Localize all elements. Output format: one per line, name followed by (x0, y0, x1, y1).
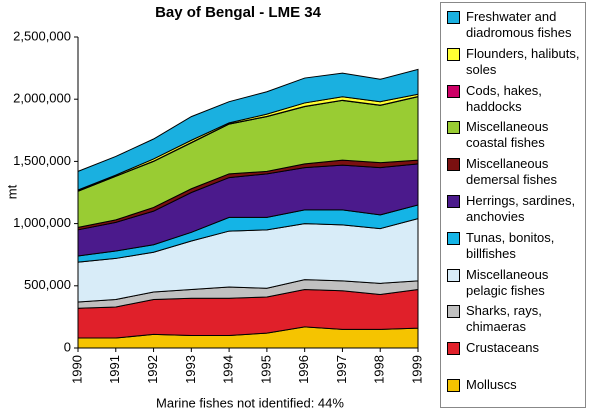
legend-entry: Miscellaneous demersal fishes (447, 156, 583, 188)
legend-label: Herrings, sardines, anchovies (466, 193, 576, 224)
legend-swatch (447, 195, 460, 208)
legend-swatch (447, 342, 460, 356)
legend-label: Sharks, rays, chimaeras (466, 303, 542, 335)
legend-swatch (447, 121, 460, 135)
x-tick-label: 1999 (409, 355, 424, 384)
y-tick-label: 0 (64, 339, 71, 354)
y-tick-label: 2,000,000 (13, 91, 71, 106)
legend-entry: Flounders, halibuts, soles (447, 46, 583, 78)
legend: Freshwater and diadromous fishes Flounder… (440, 2, 586, 408)
legend-entry: Miscellaneous pelagic fishes (447, 267, 583, 299)
x-tick-label: 1993 (183, 355, 198, 384)
y-tick-label: 500,000 (24, 277, 71, 292)
x-tick-label: 1996 (296, 355, 311, 384)
legend-swatch (447, 379, 460, 392)
legend-entry: Miscellaneous coastal fishes (447, 119, 583, 151)
legend-label: Miscellaneous coastal fishes (466, 119, 549, 151)
legend-label: Miscellaneous pelagic fishes (466, 266, 549, 298)
x-tick-label: 1990 (69, 355, 84, 384)
legend-swatch (447, 47, 460, 61)
legend-label: Crustaceans (466, 340, 539, 356)
legend-entry: Cods, hakes, haddocks (447, 83, 583, 115)
y-tick-label: 1,500,000 (13, 153, 71, 168)
x-tick-label: 1998 (372, 355, 387, 384)
legend-label: Miscellaneous demersal fishes (466, 156, 558, 188)
x-tick-label: 1995 (258, 355, 273, 384)
x-tick-label: 1997 (334, 355, 349, 384)
legend-entry: Tunas, bonitos, billfishes (447, 230, 583, 262)
legend-entry: Sharks, rays, chimaeras (447, 303, 583, 335)
x-tick-label: 1994 (221, 355, 236, 384)
legend-label: Freshwater and diadromous fishes (466, 9, 572, 40)
legend-swatch (447, 305, 460, 319)
legend-swatch (447, 231, 460, 245)
legend-swatch (447, 268, 460, 282)
chart-title: Bay of Bengal - LME 34 (155, 4, 322, 21)
y-tick-label: 2,500,000 (13, 28, 71, 43)
legend-label: Molluscs (466, 377, 517, 392)
x-tick-label: 1991 (107, 355, 122, 384)
legend-entry: Herrings, sardines, anchovies (447, 193, 583, 225)
legend-entry: Molluscs (447, 377, 583, 393)
legend-swatch (447, 158, 460, 172)
legend-entry: Crustaceans (447, 340, 583, 356)
y-tick-label: 1,000,000 (13, 215, 71, 230)
area (77, 68, 419, 191)
legend-entry: Freshwater and diadromous fishes (447, 9, 583, 41)
legend-label: Flounders, halibuts, soles (466, 45, 580, 77)
x-tick-label: 1992 (145, 355, 160, 384)
annotation: Marine fishes not identified: 44% (156, 395, 344, 410)
legend-label: Cods, hakes, haddocks (466, 82, 542, 114)
y-axis-label: mt (4, 184, 19, 199)
legend-swatch (447, 84, 460, 98)
legend-swatch (447, 11, 460, 24)
legend-label: Tunas, bonitos, billfishes (466, 229, 555, 261)
